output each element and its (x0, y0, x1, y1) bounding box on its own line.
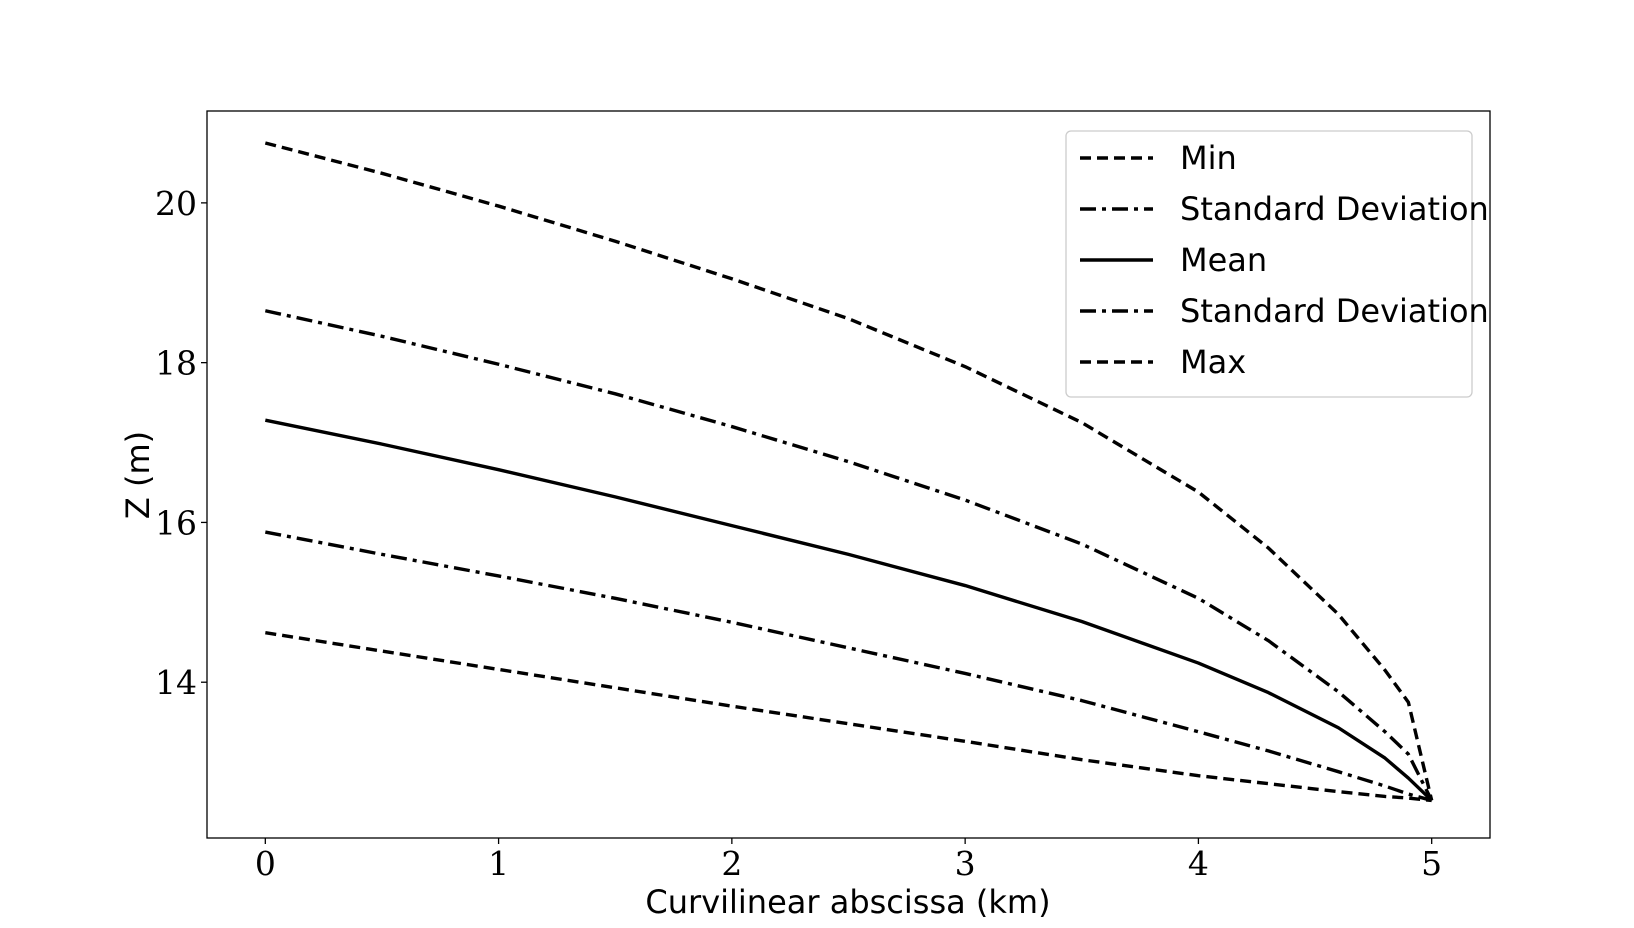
legend-label-2: Standard Deviation (1180, 190, 1489, 228)
legend-label-1: Min (1180, 139, 1237, 177)
series-line-4 (264, 530, 1433, 803)
y-tick-label: 14 (155, 663, 197, 702)
series-layer (264, 141, 1434, 803)
series-line-2 (264, 309, 1434, 802)
x-tick-label: 2 (721, 844, 742, 883)
series-line-1 (264, 141, 1434, 801)
x-tick-label: 4 (1188, 844, 1209, 883)
series-line-3 (264, 418, 1433, 802)
y-tick-label: 20 (155, 184, 197, 223)
plot-frame (206, 110, 1491, 839)
legend-entries: Min Standard Deviation Mean Standard Deviat… (1080, 139, 1489, 381)
y-tick-label: 16 (155, 503, 197, 542)
y-ticks: 14 16 18 20 (155, 184, 207, 702)
x-tick-label: 0 (255, 844, 276, 883)
x-tick-label: 1 (488, 844, 509, 883)
y-tick-label: 18 (155, 344, 197, 383)
series-line-5 (265, 631, 1432, 803)
x-ticks: 0 1 2 3 4 5 (255, 838, 1442, 883)
legend: Min Standard Deviation Mean Standard Deviat… (1065, 130, 1489, 398)
y-axis-label: Z (m) (119, 431, 157, 519)
legend-label-4: Standard Deviation (1180, 292, 1489, 330)
legend-label-5: Max (1180, 343, 1246, 381)
x-axis-label: Curvilinear abscissa (km) (645, 883, 1050, 921)
legend-label-3: Mean (1180, 241, 1267, 279)
legend-box (1065, 130, 1473, 398)
x-tick-label: 5 (1421, 844, 1442, 883)
x-tick-label: 3 (955, 844, 976, 883)
